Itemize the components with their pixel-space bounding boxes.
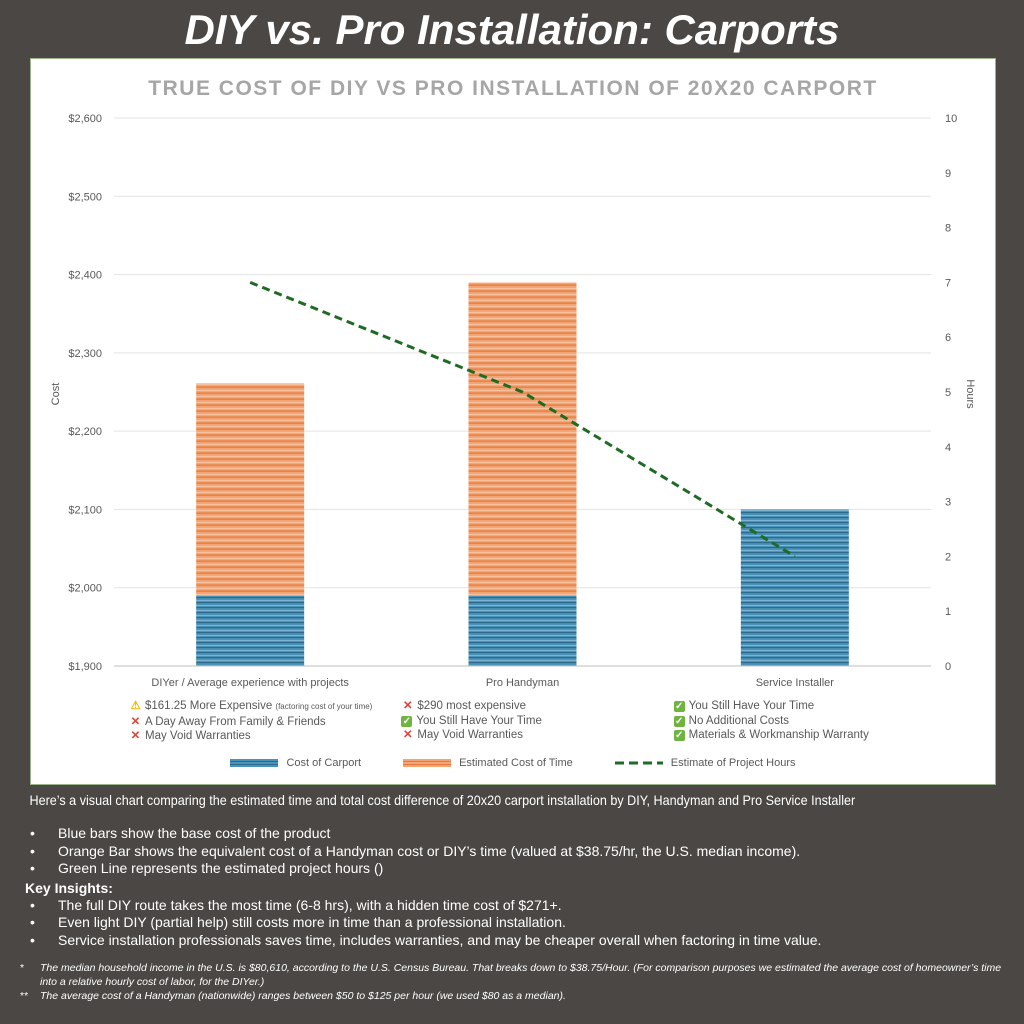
checkmark-icon: ✓ [673, 701, 685, 712]
note-text: $290 most expensive [417, 700, 527, 712]
y2-tick-label: 1 [945, 606, 951, 618]
y-tick-label: $2,400 [68, 270, 102, 282]
y2-tick-label: 0 [945, 661, 951, 673]
legend-explanation-list: Blue bars show the base cost of the prod… [25, 825, 1010, 878]
list-item: Even light DIY (partial help) still cost… [25, 914, 1010, 932]
legend-item-carport: Cost of Carport [230, 757, 361, 769]
note-item: ✕ $290 most expensive [401, 699, 542, 714]
y2-tick-label: 9 [945, 168, 951, 180]
y-tick-label: $2,300 [68, 348, 102, 360]
chart-legend: Cost of Carport Estimated Cost of Time E… [31, 757, 995, 769]
note-subtext: (factoring cost of your time) [275, 702, 373, 711]
x-tick-label: Pro Handyman [486, 677, 559, 689]
legend-label: Estimated Cost of Time [459, 757, 573, 769]
checkmark-icon: ✓ [673, 730, 685, 741]
page-title: DIY vs. Pro Installation: Carports [184, 6, 840, 53]
note-item: ✕ May Void Warranties [129, 729, 372, 744]
footnote-text: The average cost of a Handyman (nationwi… [40, 990, 566, 1002]
y-tick-label: $2,200 [68, 426, 102, 438]
y-tick-label: $2,100 [68, 504, 102, 516]
footnote-1: * The median household income in the U.S.… [20, 961, 1010, 989]
note-item: ⚠ $161.25 More Expensive (factoring cost … [129, 699, 372, 715]
cross-icon: ✕ [403, 700, 413, 712]
notes-column: ✓ You Still Have Your Time ✓ No Additional … [673, 699, 869, 743]
key-insights-list: The full DIY route takes the most time (… [25, 897, 1010, 950]
y-tick-label: $1,900 [68, 661, 102, 673]
list-item: Service installation professionals saves… [25, 932, 1010, 950]
legend-swatch-blue [230, 759, 279, 767]
list-item: The full DIY route takes the most time (… [25, 897, 1010, 915]
list-item: Blue bars show the base cost of the prod… [25, 825, 1010, 843]
y2-tick-label: 10 [945, 113, 957, 125]
footnote-text: The median household income in the U.S. … [40, 962, 1002, 988]
y2-tick-label: 2 [945, 551, 951, 563]
legend-label: Cost of Carport [286, 757, 362, 769]
warning-icon: ⚠ [130, 700, 141, 712]
bar-cost-of-carport [740, 509, 849, 666]
note-item: ✓ No Additional Costs [673, 714, 869, 729]
y2-tick-label: 3 [945, 497, 951, 509]
legend-item-hours: Estimate of Project Hours [614, 757, 796, 769]
list-item: Orange Bar shows the equivalent cost of … [25, 843, 1010, 861]
cross-icon: ✕ [403, 729, 413, 741]
footnotes: * The median household income in the U.S.… [20, 961, 1010, 1003]
note-text: No Additional Costs [688, 714, 790, 727]
bar-estimated-cost-of-time [196, 383, 305, 596]
y-tick-label: $2,000 [68, 583, 102, 595]
y-axis-label: Cost [50, 383, 62, 406]
x-tick-label: Service Installer [756, 677, 835, 689]
y2-tick-label: 4 [945, 442, 951, 454]
note-text: $161.25 More Expensive [145, 700, 276, 712]
y-tick-label: $2,500 [68, 191, 102, 203]
legend-item-time: Estimated Cost of Time [403, 757, 573, 769]
footnote-2: ** The average cost of a Handyman (nation… [20, 989, 1010, 1003]
notes-column: ⚠ $161.25 More Expensive (factoring cost … [129, 699, 372, 744]
note-item: ✓ Materials & Workmanship Warranty [673, 728, 869, 743]
y2-tick-label: 8 [945, 223, 951, 235]
note-text: You Still Have Your Time [416, 714, 542, 727]
chart-title: TRUE COST OF DIY VS PRO INSTALLATION OF … [148, 77, 878, 100]
y2-tick-label: 5 [945, 387, 951, 399]
y-tick-label: $2,600 [68, 113, 102, 125]
checkmark-icon: ✓ [401, 715, 413, 727]
line-project-hours [249, 281, 796, 558]
note-item: ✓ You Still Have Your Time [673, 699, 869, 714]
notes-column: ✕ $290 most expensive ✓ You Still Have Your… [401, 699, 542, 743]
legend-swatch-dashed-line [614, 761, 663, 765]
note-text: Materials & Workmanship Warranty [688, 729, 869, 741]
chart-svg: Cost Hours $1,900 $2,000 $2,100 $2,200 $2,30… [50, 113, 976, 689]
y2-tick-label: 7 [945, 277, 951, 289]
note-text: May Void Warranties [417, 729, 523, 741]
note-item: ✕ A Day Away From Family & Friends [129, 715, 372, 730]
legend-swatch-orange [403, 759, 452, 767]
note-text: A Day Away From Family & Friends [145, 715, 326, 728]
y2-tick-label: 6 [945, 332, 951, 344]
note-text: You Still Have Your Time [688, 700, 815, 712]
note-text: May Void Warranties [145, 730, 251, 742]
checkmark-icon: ✓ [673, 715, 685, 727]
footnote-mark: * [20, 962, 25, 974]
chart-panel: TRUE COST OF DIY VS PRO INSTALLATION OF … [30, 58, 996, 785]
note-item: ✓ You Still Have Your Time [401, 714, 542, 729]
x-tick-label: DIYer / Average experience with projects [151, 677, 349, 689]
explanation-section: Here’s a visual chart comparing the esti… [20, 792, 1010, 1003]
legend-label: Estimate of Project Hours [670, 757, 796, 769]
intro-text: Here’s a visual chart comparing the esti… [29, 792, 856, 808]
key-insights-title: Key Insights: [25, 879, 113, 896]
list-item: Green Line represents the estimated proj… [25, 860, 1010, 878]
cross-icon: ✕ [130, 715, 141, 728]
bar-estimated-cost-of-time [468, 282, 577, 596]
cross-icon: ✕ [130, 730, 141, 742]
bar-cost-of-carport [468, 595, 577, 666]
y2-axis-label: Hours [964, 379, 976, 409]
bar-cost-of-carport [196, 595, 305, 666]
note-item: ✕ May Void Warranties [401, 728, 542, 743]
footnote-mark: ** [20, 990, 29, 1002]
